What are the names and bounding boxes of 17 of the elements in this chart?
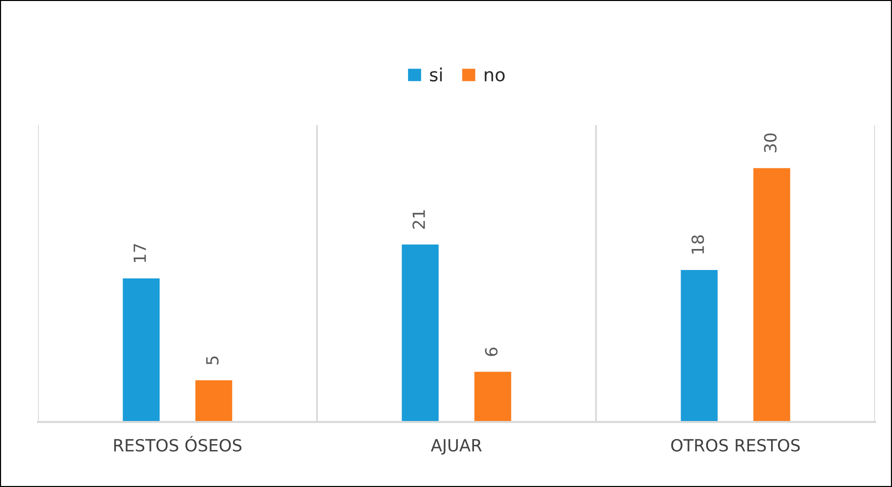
legend-label: si — [430, 68, 442, 82]
x-tick-label: RESTOS ÓSEOS — [114, 436, 242, 452]
x-tick-label: AJUAR — [430, 439, 482, 455]
bar — [679, 268, 720, 422]
data-label: 6 — [485, 348, 498, 356]
data-label: 17 — [134, 244, 146, 262]
bar — [472, 370, 513, 422]
data-label: 21 — [412, 210, 425, 229]
bar — [194, 378, 234, 422]
data-label: 5 — [206, 356, 219, 364]
bar — [121, 277, 162, 422]
data-label: 18 — [691, 235, 704, 254]
legend-label: no — [484, 71, 505, 82]
bar — [752, 166, 792, 422]
bar — [400, 243, 440, 422]
data-label: 30 — [764, 133, 777, 152]
x-tick-label: OTROS RESTOS — [671, 438, 800, 452]
